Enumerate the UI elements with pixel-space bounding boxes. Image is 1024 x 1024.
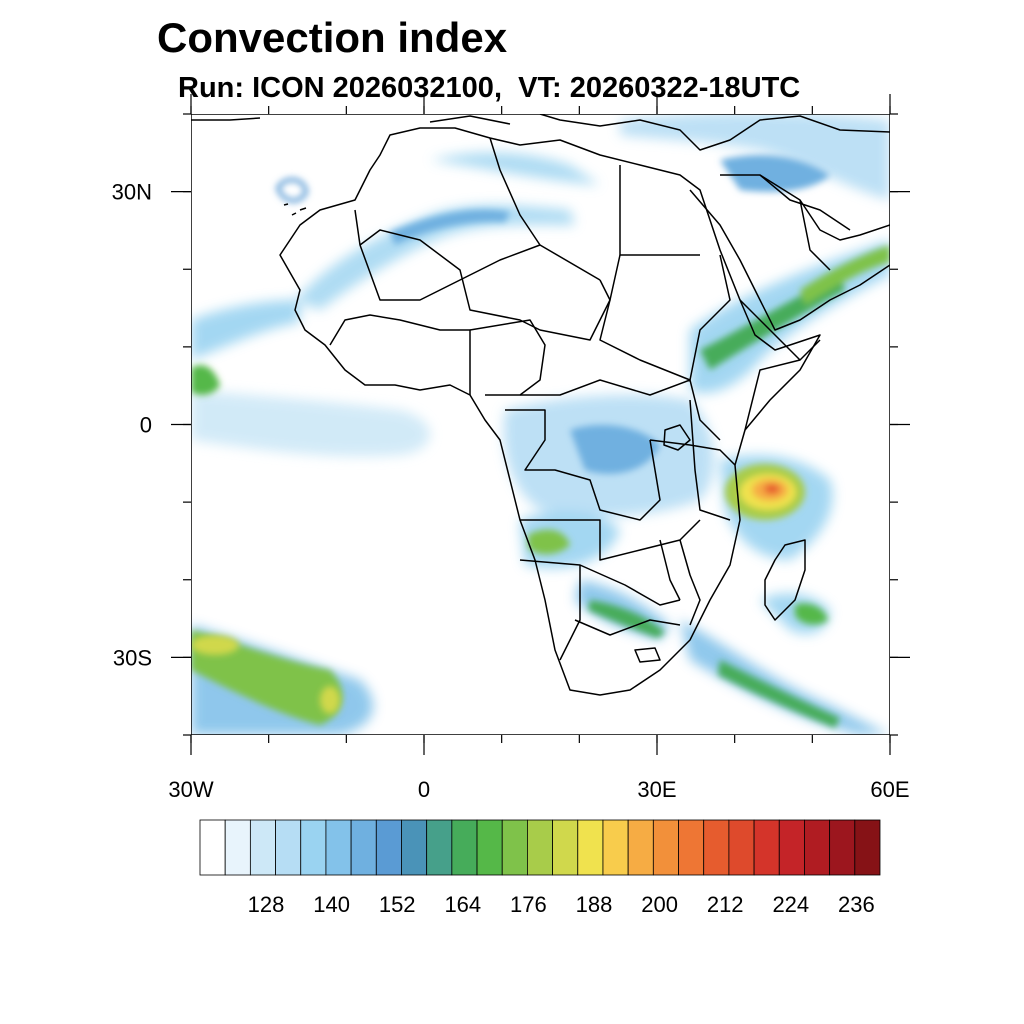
colorbar-swatch: [652, 819, 679, 876]
colorbar-label: 200: [641, 892, 678, 917]
colorbar-label: 176: [510, 892, 547, 917]
colorbar: [199, 819, 881, 876]
lat-tick-label: 30S: [113, 645, 152, 670]
arabia-coastline: [689, 189, 890, 331]
run-id: 2026032100: [332, 72, 494, 104]
colorbar-swatch: [375, 819, 402, 876]
colorbar-labels: 128 140 152 164 176 188 200 212 224 236: [248, 892, 875, 917]
axis-tick-labels: 30W 0 30E 60E 30N 0 30S: [112, 180, 910, 802]
colorbar-swatch: [527, 819, 553, 876]
colorbar-swatch: [627, 819, 654, 876]
border-namibia: [519, 559, 681, 661]
border-sudan: [599, 254, 731, 381]
border-congo-drc: [505, 409, 661, 521]
colorbar-swatch: [325, 819, 352, 876]
colorbar-swatch: [703, 819, 730, 876]
colorbar-swatch: [804, 819, 831, 876]
mediterranean-europe: [191, 114, 890, 151]
lon-tick-label: 30W: [168, 777, 213, 802]
colorbar-label: 236: [838, 892, 875, 917]
coastlines-and-borders: [191, 114, 890, 696]
valid-time: 20260322-18UTC: [569, 72, 801, 104]
shade-agulhas: [680, 620, 890, 735]
colorbar-swatch: [476, 819, 503, 876]
shade-east-atlantic-band: [191, 300, 300, 360]
core-east-atlantic: [191, 365, 220, 396]
colorbar-swatch: [300, 819, 327, 876]
colorbar-swatch: [778, 819, 805, 876]
border-nigeria: [469, 319, 546, 396]
colorbar-swatch: [199, 819, 226, 876]
border-horn: [739, 299, 821, 431]
shade-gulf-of-guinea: [191, 390, 430, 457]
core-madagascar-east: [795, 603, 828, 625]
border-arabia-inner: [759, 174, 851, 271]
colorbar-label: 224: [772, 892, 809, 917]
colorbar-swatch: [224, 819, 251, 876]
plot-area: [191, 114, 890, 735]
core-angola: [528, 529, 570, 555]
colorbar-swatch: [451, 819, 478, 876]
core-congo: [570, 425, 660, 474]
core-south-atlantic: [191, 630, 343, 725]
south-atlantic-hotspot: [191, 635, 340, 714]
border-west-africa: [329, 314, 471, 395]
colorbar-label: 128: [248, 892, 285, 917]
core-azores-swirl: [275, 177, 309, 203]
border-algeria-libya: [489, 137, 601, 281]
border-central: [520, 379, 721, 441]
colorbar-swatch: [854, 819, 881, 876]
colorbar-swatch: [249, 819, 276, 876]
map-title: Convection index: [157, 14, 508, 61]
colorbar-swatch: [552, 819, 579, 876]
colorbar-swatch: [753, 819, 780, 876]
map-subtitle: Run: ICON 2026032100, VT: 20260322-18UTC: [178, 72, 801, 104]
axis-ticks: [171, 94, 910, 755]
lon-tick-label: 0: [418, 777, 430, 802]
colorbar-swatch: [275, 819, 302, 876]
core-mideast: [720, 155, 830, 192]
border-sahel: [359, 229, 621, 341]
colorbar-label: 152: [379, 892, 416, 917]
colorbar-swatch: [350, 819, 377, 876]
colorbar-label: 140: [313, 892, 350, 917]
lat-tick-label: 0: [140, 413, 152, 438]
border-mozambique: [659, 539, 701, 626]
colorbar-label: 164: [444, 892, 481, 917]
colorbar-swatch: [829, 819, 856, 876]
africa-coastline: [279, 127, 821, 696]
colorbar-swatch: [401, 819, 428, 876]
shade-north-mideast: [620, 114, 890, 200]
colorbar-swatch: [728, 819, 755, 876]
border-east-africa: [649, 399, 736, 521]
colorbar-label: 188: [576, 892, 613, 917]
subtitle-prefix: Run: ICON: [178, 72, 325, 104]
colorbar-swatch: [577, 819, 604, 876]
colorbar-swatch: [501, 819, 528, 876]
core-agulhas: [718, 660, 840, 728]
madagascar-coastline: [764, 539, 806, 621]
core-kalahari: [588, 600, 665, 638]
lon-tick-label: 60E: [870, 777, 909, 802]
convection-field: [191, 114, 890, 735]
colorbar-label: 212: [707, 892, 744, 917]
tanzania-coast-cells: [725, 464, 805, 520]
canary-islands: [283, 203, 307, 216]
border-south-africa: [574, 619, 681, 663]
lake-victoria: [663, 424, 691, 451]
lat-tick-label: 30N: [112, 180, 152, 205]
core-saharan-band: [390, 209, 510, 245]
core-arabia-band: [800, 245, 890, 305]
colorbar-swatch: [426, 819, 453, 876]
shade-mediterranean-band: [430, 152, 600, 185]
colorbar-swatch: [678, 819, 705, 876]
colorbar-swatch: [602, 819, 629, 876]
lon-tick-label: 30E: [637, 777, 676, 802]
